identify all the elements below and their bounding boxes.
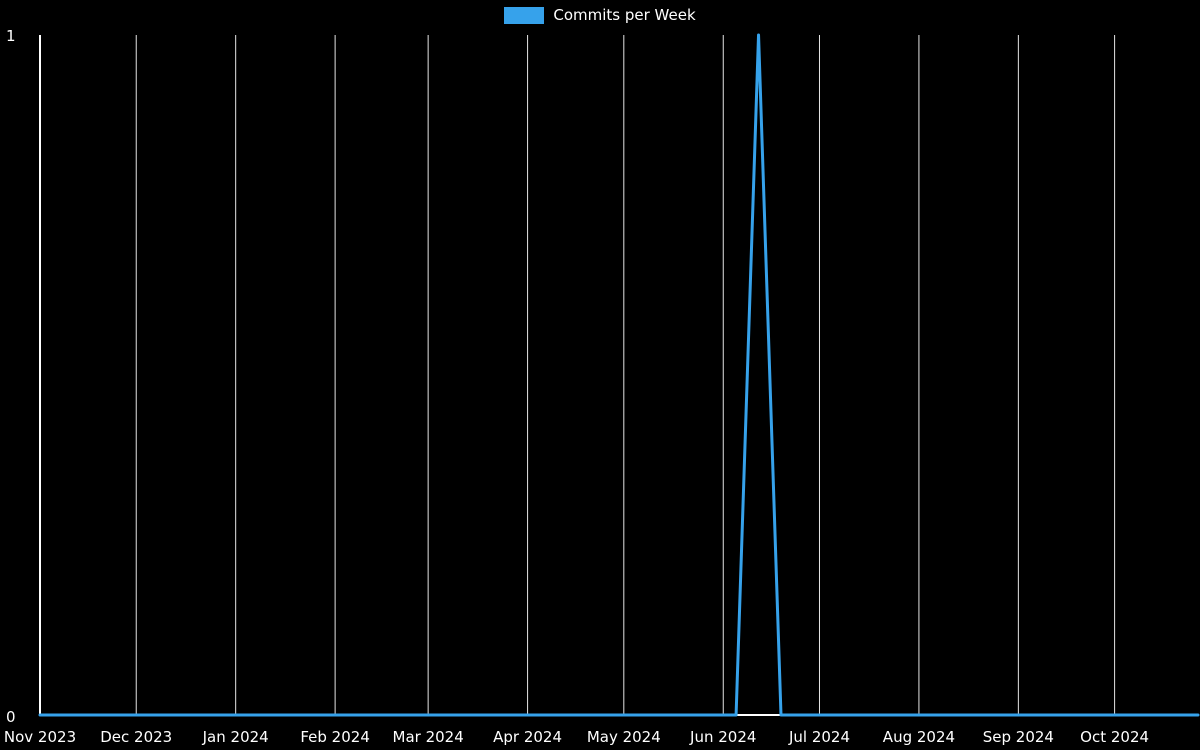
x-axis-tick-labels: Nov 2023 Dec 2023 Jan 2024 Feb 2024 Mar 2024…: [0, 728, 1200, 750]
x-tick-label: Mar 2024: [392, 728, 464, 746]
x-tick-label: May 2024: [586, 728, 661, 746]
x-tick-label: Jul 2024: [788, 728, 851, 746]
x-tick-label: Jun 2024: [690, 728, 757, 746]
legend-swatch-commits-per-week: [504, 7, 545, 24]
y-axis-tick-label-0: 0: [6, 708, 16, 726]
y-axis-tick-label-1: 1: [6, 27, 16, 45]
x-tick-label: Aug 2024: [882, 728, 956, 746]
legend-label-commits-per-week: Commits per Week: [553, 6, 696, 24]
x-tick-label: Sep 2024: [982, 728, 1054, 746]
x-tick-label: Apr 2024: [493, 728, 563, 746]
x-tick-label: Feb 2024: [300, 728, 370, 746]
chart-legend[interactable]: Commits per Week: [0, 7, 1200, 24]
x-tick-label: Oct 2024: [1080, 728, 1150, 746]
commits-line-series: [38, 33, 1200, 717]
x-tick-label: Dec 2023: [100, 728, 173, 746]
x-tick-label: Nov 2023: [3, 728, 77, 746]
x-tick-label: Jan 2024: [202, 728, 269, 746]
